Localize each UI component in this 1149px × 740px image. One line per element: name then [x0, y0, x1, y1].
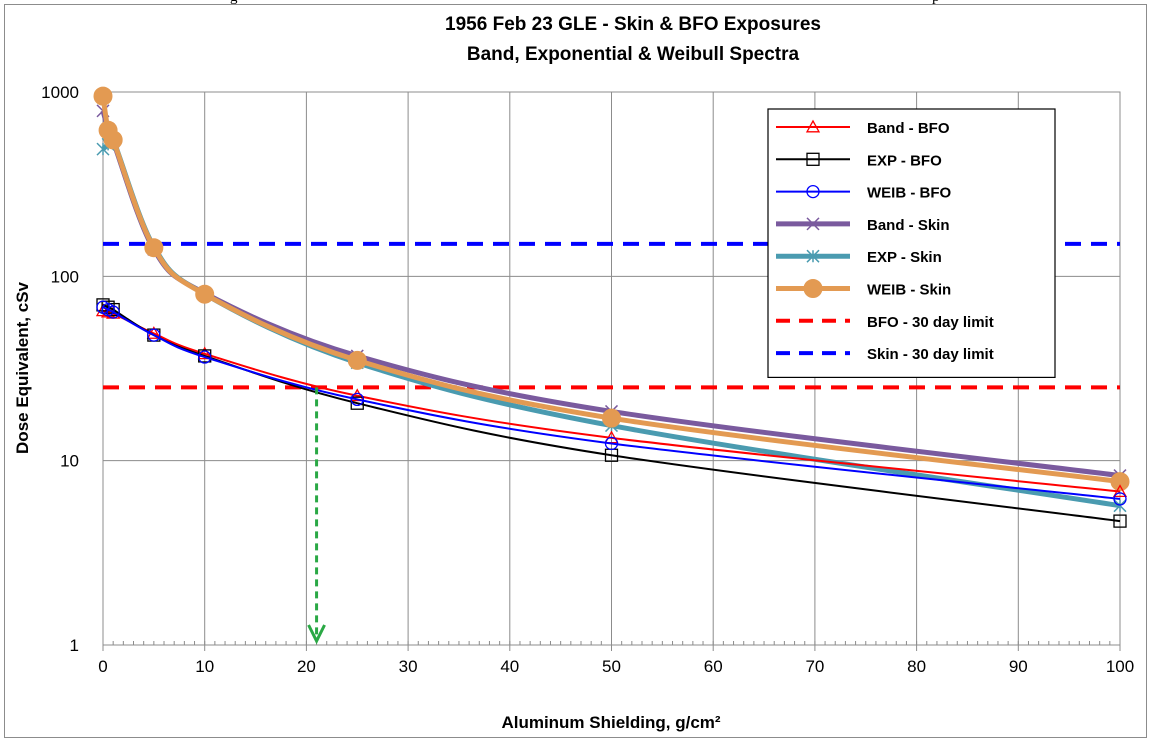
y-axis-label: Dose Equivalent, cSv	[13, 281, 32, 453]
page-fragment: g p	[0, 0, 1149, 6]
x-tick-label: 10	[195, 657, 214, 676]
x-tick-label: 20	[297, 657, 316, 676]
series-marker	[805, 119, 821, 133]
x-tick-label: 70	[805, 657, 824, 676]
series-marker	[803, 279, 823, 298]
series-marker	[806, 217, 820, 231]
legend-box	[767, 108, 1056, 378]
series-marker	[604, 436, 619, 451]
series-marker	[1113, 499, 1127, 513]
x-tick-label: 40	[500, 657, 519, 676]
series-marker	[806, 152, 820, 166]
chart-title: 1956 Feb 23 GLE - Skin & BFO Exposures	[445, 14, 821, 35]
legend-label: EXP - BFO	[867, 152, 942, 169]
series-marker	[103, 130, 123, 150]
legend-label: EXP - Skin	[867, 249, 942, 266]
series-marker	[1113, 492, 1127, 506]
series-marker	[806, 249, 820, 263]
series-marker	[197, 346, 212, 360]
series-marker	[144, 238, 164, 258]
x-tick-label: 50	[602, 657, 621, 676]
x-tick-label: 30	[399, 657, 418, 676]
series-marker	[806, 184, 820, 199]
chart-subtitle: Band, Exponential & Weibull Spectra	[467, 44, 800, 65]
series-weib-bfo	[96, 300, 1127, 506]
legend-entry: WEIB - BFO	[776, 185, 951, 202]
series-marker	[347, 350, 367, 370]
y-tick-label: 1	[70, 636, 79, 655]
legend-label: BFO - 30 day limit	[867, 314, 994, 331]
series-marker	[350, 388, 365, 402]
x-tick-label: 60	[704, 657, 723, 676]
series-marker	[198, 350, 212, 364]
chart-frame	[4, 4, 1147, 738]
series-marker	[350, 392, 364, 407]
annotation-arrow-head	[307, 624, 326, 645]
page-fragment-right: p	[932, 0, 940, 6]
annotation-arrow	[307, 387, 326, 645]
series-marker	[1113, 514, 1127, 528]
series-marker	[106, 305, 120, 319]
series-marker	[602, 408, 621, 428]
legend-entry: EXP - BFO	[776, 152, 942, 169]
legend-entry: Skin - 30 day limit	[776, 346, 994, 363]
series-weib-skin	[93, 86, 1130, 492]
legend-label: WEIB - BFO	[867, 185, 951, 202]
y-tick-label: 1000	[41, 83, 79, 102]
legend-entry: BFO - 30 day limit	[776, 314, 994, 331]
series-marker	[195, 284, 215, 304]
series-marker	[93, 86, 113, 106]
y-tick-label: 10	[60, 452, 79, 471]
series-marker	[147, 328, 161, 342]
series-line	[102, 309, 1121, 493]
legend-label: Skin - 30 day limit	[867, 346, 994, 363]
legend-label: Band - BFO	[867, 120, 950, 137]
y-tick-label: 100	[51, 267, 79, 286]
x-tick-label: 100	[1106, 657, 1134, 676]
x-tick-label: 80	[907, 657, 926, 676]
x-tick-label: 90	[1009, 657, 1028, 676]
page-fragment-left: g	[230, 0, 238, 6]
legend-label: WEIB - Skin	[867, 282, 951, 299]
legend-entry: EXP - Skin	[776, 249, 942, 266]
x-tick-label: 0	[98, 657, 107, 676]
x-axis-label: Aluminum Shielding, g/cm²	[501, 713, 720, 732]
legend-entry: Band - BFO	[776, 119, 950, 137]
series-marker	[1110, 472, 1130, 492]
series-marker	[1112, 484, 1128, 497]
legend-entry: Band - Skin	[776, 217, 950, 234]
legend-entry: WEIB - Skin	[776, 279, 951, 299]
series-marker	[350, 396, 364, 410]
legend-label: Band - Skin	[867, 217, 950, 234]
